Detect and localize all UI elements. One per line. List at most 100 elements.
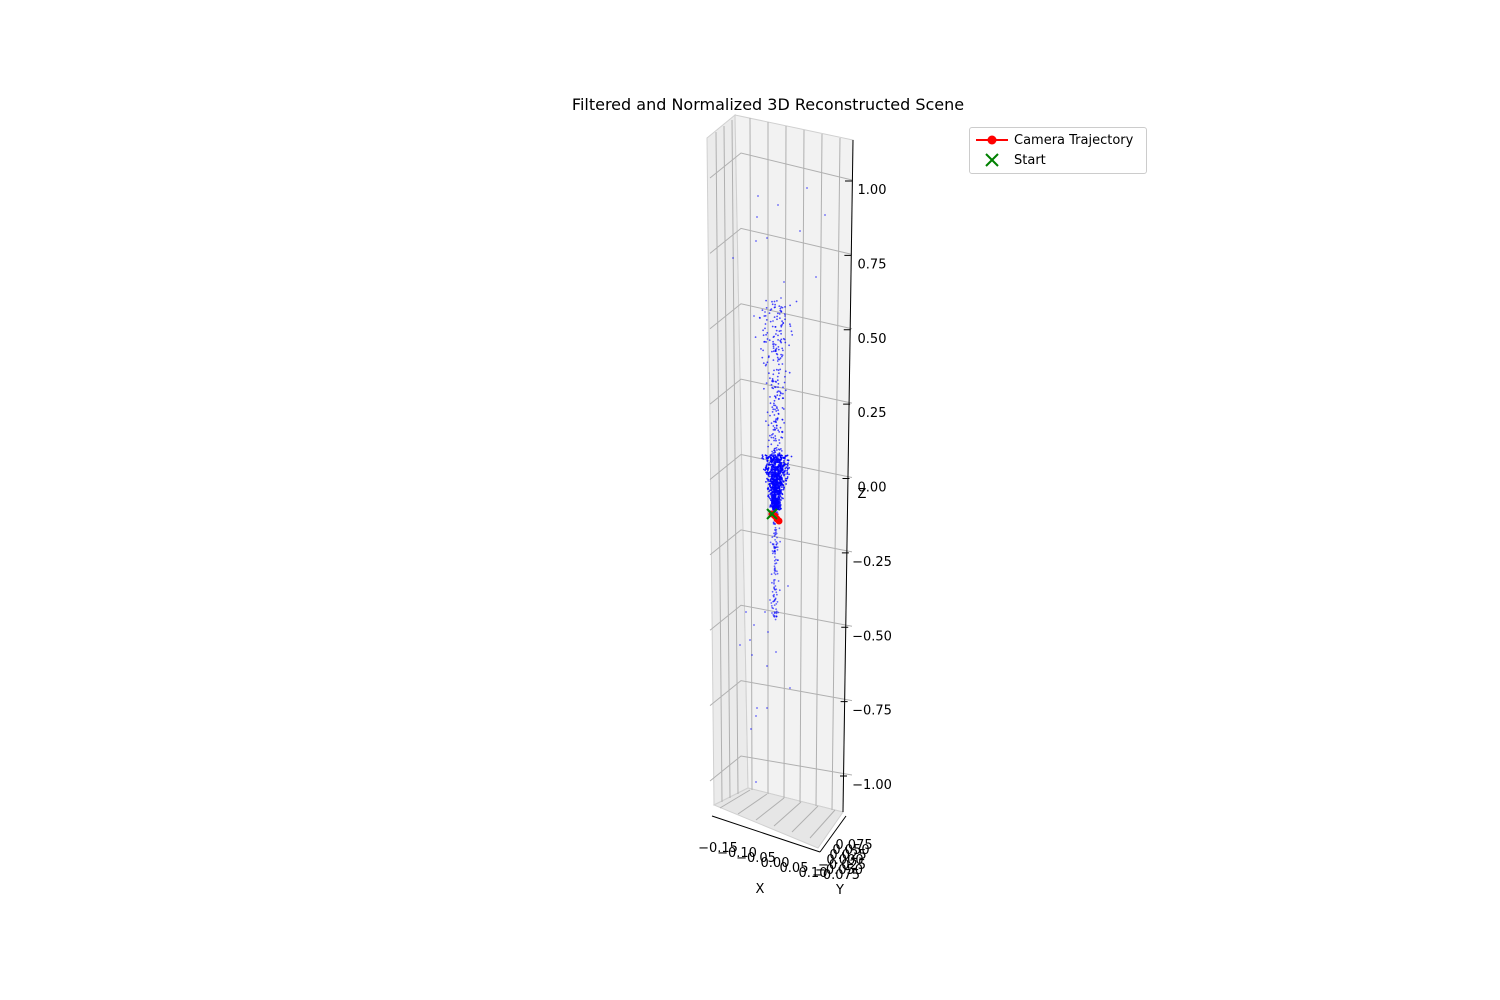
floor-grid-line bbox=[809, 809, 836, 839]
point bbox=[769, 434, 771, 437]
point bbox=[771, 606, 774, 609]
z-axis-label: Z bbox=[858, 487, 867, 502]
point bbox=[772, 523, 775, 525]
point bbox=[780, 462, 782, 465]
point bbox=[783, 281, 785, 283]
legend-item-start[interactable]: Start bbox=[970, 150, 1046, 170]
point bbox=[777, 339, 779, 341]
y-axis-line bbox=[819, 815, 847, 853]
point bbox=[780, 338, 783, 341]
point bbox=[762, 349, 764, 352]
floor-grid-line bbox=[755, 797, 785, 821]
point bbox=[765, 363, 768, 366]
point bbox=[778, 589, 781, 592]
point bbox=[776, 300, 778, 302]
point bbox=[772, 594, 775, 597]
legend-item-camera-trajectory[interactable]: Camera Trajectory bbox=[970, 130, 1133, 150]
point bbox=[765, 341, 767, 343]
legend[interactable]: Camera Trajectory Start bbox=[969, 127, 1147, 174]
point bbox=[780, 332, 782, 335]
point bbox=[776, 318, 778, 321]
point bbox=[769, 463, 772, 466]
point bbox=[772, 359, 775, 361]
point bbox=[778, 363, 780, 366]
point bbox=[771, 453, 773, 455]
floor-grid-line bbox=[737, 793, 768, 815]
point bbox=[769, 485, 771, 488]
point bbox=[767, 424, 770, 427]
point bbox=[762, 329, 764, 332]
point bbox=[788, 467, 791, 469]
point bbox=[771, 498, 774, 501]
point bbox=[778, 452, 781, 454]
point bbox=[774, 404, 777, 407]
point bbox=[773, 402, 775, 405]
point bbox=[772, 428, 775, 431]
point bbox=[774, 326, 777, 328]
trajectory-point bbox=[775, 517, 783, 525]
point bbox=[770, 504, 772, 507]
point bbox=[780, 297, 782, 299]
point bbox=[775, 608, 777, 610]
point bbox=[771, 380, 773, 382]
point bbox=[782, 457, 785, 460]
point bbox=[775, 329, 778, 332]
point bbox=[755, 240, 757, 242]
point bbox=[781, 483, 784, 486]
point bbox=[771, 590, 774, 593]
point bbox=[768, 312, 771, 314]
point bbox=[781, 347, 784, 350]
point bbox=[770, 422, 773, 425]
point bbox=[765, 307, 768, 309]
point bbox=[773, 386, 776, 388]
point bbox=[779, 426, 782, 429]
point bbox=[782, 488, 785, 491]
point bbox=[785, 477, 787, 480]
point bbox=[768, 475, 771, 478]
point bbox=[782, 481, 785, 483]
point bbox=[782, 408, 785, 410]
point bbox=[779, 391, 782, 394]
point bbox=[765, 456, 768, 459]
point bbox=[771, 411, 774, 413]
point bbox=[779, 502, 781, 505]
point bbox=[776, 417, 779, 420]
point bbox=[790, 330, 793, 333]
point bbox=[768, 455, 771, 458]
point bbox=[776, 542, 779, 544]
point bbox=[770, 456, 773, 458]
point bbox=[777, 348, 780, 351]
z-tick-label: −1.00 bbox=[852, 778, 892, 793]
point bbox=[779, 490, 782, 493]
y-grid-line bbox=[723, 125, 731, 799]
z-tick-label: 0.25 bbox=[858, 406, 887, 421]
point bbox=[781, 477, 783, 480]
x-grid-line bbox=[799, 129, 805, 803]
point bbox=[774, 428, 777, 431]
point bbox=[771, 480, 774, 483]
point bbox=[781, 431, 784, 434]
point bbox=[774, 498, 776, 501]
point bbox=[775, 447, 778, 449]
point bbox=[777, 358, 780, 361]
point bbox=[765, 299, 767, 302]
point bbox=[772, 494, 775, 497]
point bbox=[770, 488, 773, 491]
point bbox=[778, 372, 780, 375]
point bbox=[766, 361, 769, 364]
point bbox=[775, 479, 777, 481]
point bbox=[777, 312, 779, 315]
point bbox=[779, 317, 781, 319]
point bbox=[779, 461, 782, 463]
point bbox=[777, 468, 780, 471]
point bbox=[777, 204, 779, 206]
point bbox=[795, 300, 798, 303]
point bbox=[772, 347, 775, 349]
point bbox=[779, 357, 782, 360]
point bbox=[781, 465, 783, 468]
point bbox=[779, 471, 782, 474]
point bbox=[774, 461, 777, 464]
point bbox=[779, 464, 782, 467]
point bbox=[774, 597, 777, 600]
point bbox=[777, 495, 780, 498]
